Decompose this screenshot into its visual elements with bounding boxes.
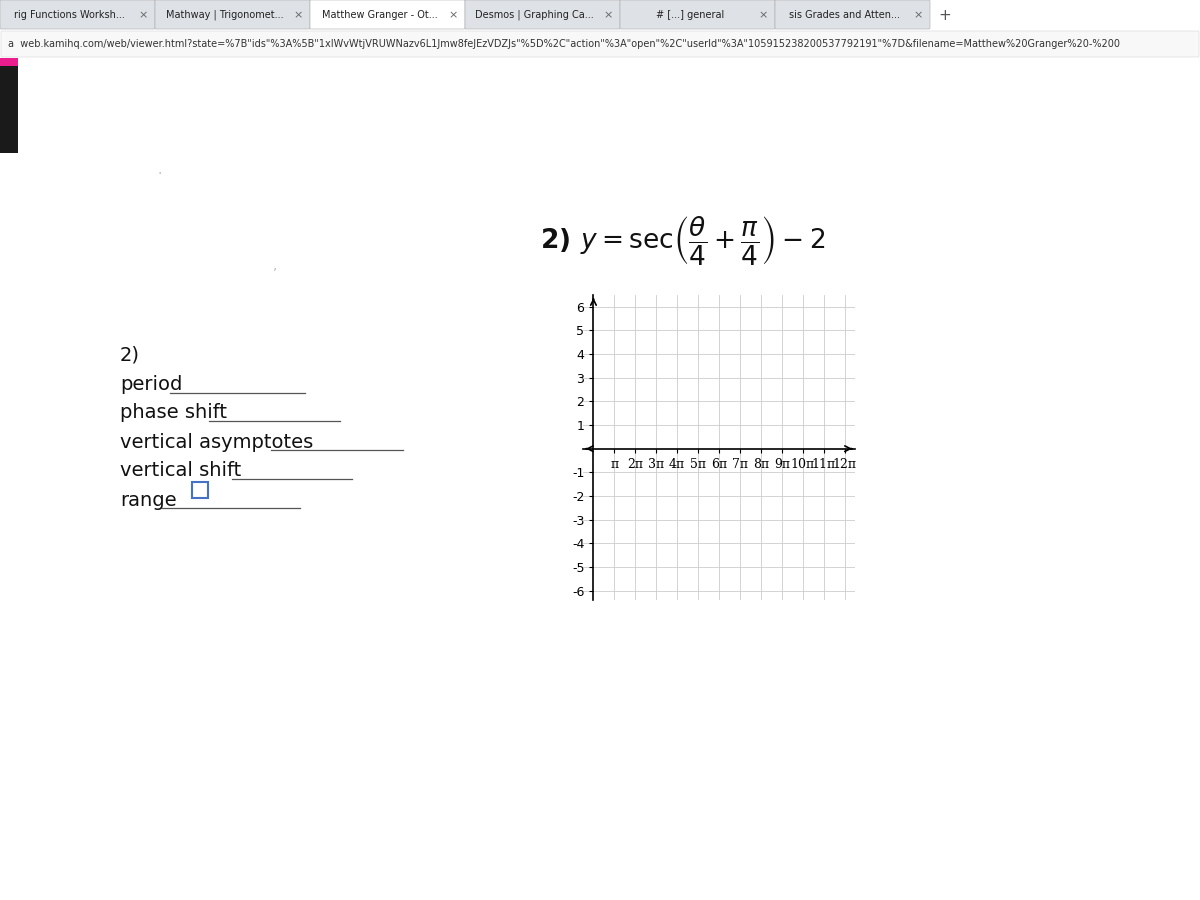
Text: ×: ×: [138, 10, 148, 20]
Text: +: +: [938, 7, 952, 22]
Bar: [0, 58, 18, 153]
Text: ×: ×: [758, 10, 768, 20]
Text: period: period: [120, 375, 182, 394]
Text: # [...] general: # [...] general: [655, 10, 724, 20]
FancyBboxPatch shape: [466, 0, 620, 29]
Text: $\mathbf{2)}$: $\mathbf{2)}$: [540, 226, 570, 254]
Text: sis Grades and Atten...: sis Grades and Atten...: [790, 10, 900, 20]
Text: 2): 2): [120, 346, 140, 365]
Bar: [0, 58, 18, 66]
FancyBboxPatch shape: [155, 0, 310, 29]
Text: ×: ×: [449, 10, 457, 20]
Text: Mathway | Trigonomet...: Mathway | Trigonomet...: [166, 10, 283, 20]
FancyBboxPatch shape: [775, 0, 930, 29]
Text: ×: ×: [293, 10, 302, 20]
Text: a  web.kamihq.com/web/viewer.html?state=%7B"ids"%3A%5B"1xIWvWtjVRUWNazv6L1Jmw8fe: a web.kamihq.com/web/viewer.html?state=%…: [8, 39, 1120, 49]
FancyBboxPatch shape: [0, 0, 155, 29]
FancyBboxPatch shape: [310, 0, 466, 29]
FancyBboxPatch shape: [620, 0, 775, 29]
Text: ×: ×: [604, 10, 613, 20]
Text: vertical shift: vertical shift: [120, 462, 241, 481]
Text: ×: ×: [913, 10, 923, 20]
Text: range: range: [120, 491, 176, 509]
FancyBboxPatch shape: [1, 31, 1199, 57]
Text: $y = \sec\!\left(\dfrac{\theta}{4} + \dfrac{\pi}{4}\right) - 2$: $y = \sec\!\left(\dfrac{\theta}{4} + \df…: [580, 213, 826, 266]
Text: ,: ,: [272, 258, 277, 272]
Text: Desmos | Graphing Ca...: Desmos | Graphing Ca...: [475, 10, 594, 20]
Text: .: .: [158, 163, 162, 177]
Text: Matthew Granger - Ot...: Matthew Granger - Ot...: [322, 10, 438, 20]
Text: phase shift: phase shift: [120, 403, 227, 422]
Bar: [192, 482, 208, 498]
Text: rig Functions Worksh...: rig Functions Worksh...: [14, 10, 125, 20]
Text: vertical asymptotes: vertical asymptotes: [120, 433, 313, 452]
